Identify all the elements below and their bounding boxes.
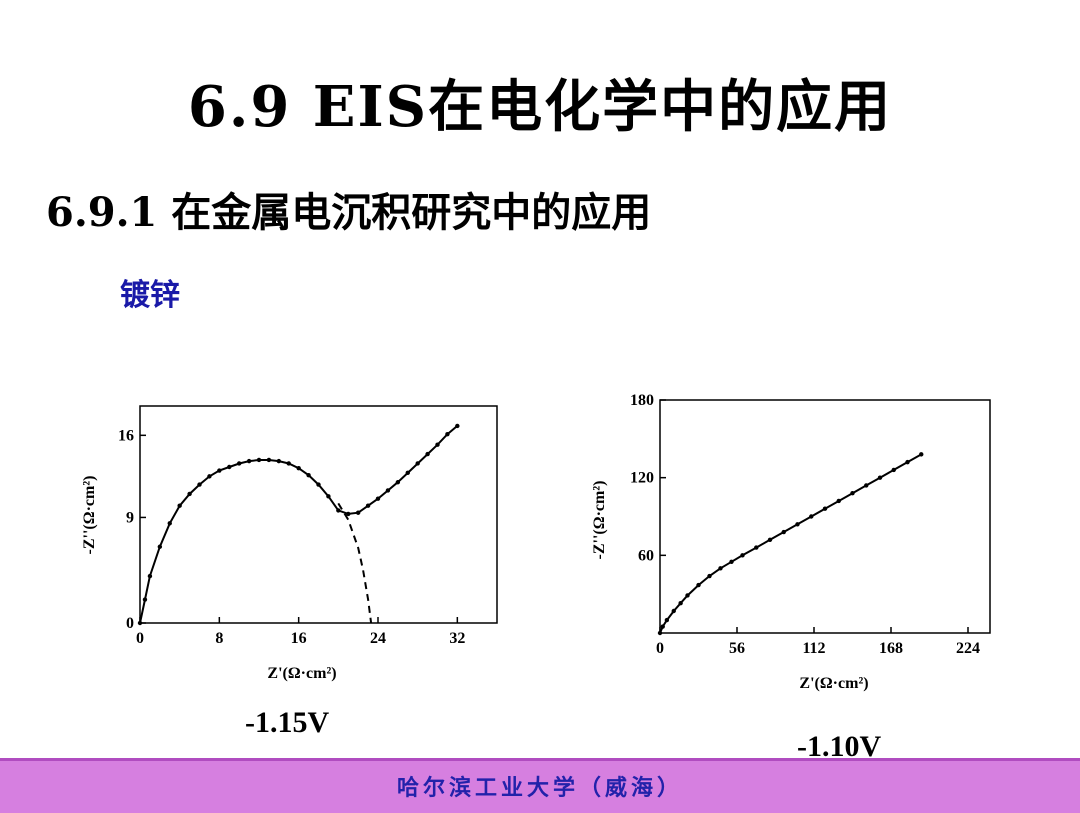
y-tick-label: 16 <box>118 427 134 444</box>
series-line <box>659 453 922 634</box>
data-point <box>365 503 371 508</box>
data-point <box>326 494 331 499</box>
data-point <box>137 620 143 626</box>
data-point <box>754 545 759 550</box>
x-tick-label: 112 <box>802 640 825 657</box>
x-tick-label: 8 <box>215 630 223 647</box>
y-tick-label: 60 <box>638 547 654 564</box>
chart2-series <box>657 452 924 636</box>
x-tick-label: 168 <box>879 640 903 657</box>
data-point <box>375 496 381 501</box>
data-point <box>385 488 391 493</box>
data-point <box>660 624 665 629</box>
chart1-series <box>137 423 460 626</box>
chart2-caption: -1.10V <box>797 730 882 763</box>
data-point <box>227 464 232 470</box>
chart1-ticks: 0 8 16 24 32 0 9 16 <box>118 427 465 647</box>
data-point <box>809 514 814 519</box>
y-tick-label: 180 <box>630 392 654 409</box>
data-point <box>905 459 910 465</box>
data-point <box>767 537 773 542</box>
data-point <box>157 544 163 549</box>
chart2-xlabel: Z'(Ω·cm²) <box>799 675 868 692</box>
data-point <box>286 461 291 466</box>
data-point <box>718 566 723 571</box>
data-point <box>864 483 869 488</box>
data-point <box>696 582 701 588</box>
y-tick-label: 120 <box>630 470 654 487</box>
data-point <box>836 498 841 504</box>
data-point <box>142 597 148 602</box>
data-point <box>147 573 153 579</box>
data-point <box>266 457 272 463</box>
chart1-xlabel: Z'(Ω·cm²) <box>267 665 336 682</box>
data-point <box>346 511 351 517</box>
nyquist-chart-1: 0 8 16 24 32 0 9 16 -Z''(Ω·cm²) Z'(Ω·cm²) <box>81 405 498 682</box>
x-tick-label: 0 <box>136 630 144 647</box>
x-tick-label: 56 <box>729 640 745 657</box>
data-point <box>296 465 301 471</box>
data-point <box>236 461 242 466</box>
data-point <box>316 482 321 487</box>
y-tick-label: 9 <box>126 509 134 526</box>
data-point <box>276 458 282 464</box>
data-point <box>435 442 440 447</box>
data-point <box>455 423 460 429</box>
data-point <box>671 608 676 614</box>
data-point <box>217 468 222 473</box>
data-point <box>306 473 311 478</box>
data-point <box>678 601 683 606</box>
data-point <box>919 452 924 457</box>
slide-title: 6.9 EIS在电化学中的应用 <box>187 74 893 140</box>
chart2-plot-frame <box>659 399 991 634</box>
data-point <box>795 522 800 527</box>
x-tick-label: 16 <box>291 630 307 647</box>
topic-label: 镀锌 <box>120 278 180 313</box>
data-point <box>197 482 202 487</box>
data-point <box>685 593 690 598</box>
data-point <box>729 559 734 565</box>
data-point <box>395 480 401 485</box>
data-point <box>425 451 430 457</box>
footer-bar <box>0 758 1080 813</box>
x-tick-label: 0 <box>656 640 664 657</box>
data-point <box>415 461 420 466</box>
data-point <box>187 491 192 497</box>
data-point <box>877 475 883 480</box>
chart1-ylabel: -Z''(Ω·cm²) <box>81 476 98 555</box>
series-line-dashed <box>337 502 373 624</box>
data-point <box>664 617 670 623</box>
data-point <box>207 474 212 479</box>
data-point <box>167 521 172 526</box>
chart2-ylabel: -Z''(Ω·cm²) <box>591 481 608 560</box>
nyquist-chart-2: 0 56 112 168 224 60 120 180 -Z''(Ω·cm²) Z'(Ω·cm… <box>591 392 991 692</box>
chart1-plot-frame <box>139 405 498 624</box>
data-point <box>177 503 182 508</box>
x-tick-label: 224 <box>956 640 980 657</box>
series-line <box>139 425 458 624</box>
data-point <box>740 553 745 558</box>
data-point <box>657 630 663 636</box>
data-point <box>891 467 896 473</box>
data-point <box>246 458 252 464</box>
y-tick-label: 0 <box>126 615 134 632</box>
chart2-ticks: 0 56 112 168 224 60 120 180 <box>630 392 980 657</box>
data-point <box>850 491 855 496</box>
section-subtitle: 6.9.1 在金属电沉积研究中的应用 <box>46 189 652 236</box>
data-point <box>445 431 450 437</box>
data-point <box>336 508 341 513</box>
data-point <box>822 506 828 511</box>
chart1-caption: -1.15V <box>245 706 330 739</box>
data-point <box>707 573 712 579</box>
x-tick-label: 24 <box>370 630 386 647</box>
data-point <box>781 529 786 535</box>
data-point <box>256 457 262 463</box>
x-tick-label: 32 <box>449 630 465 647</box>
footer-text: 哈尔滨工业大学（威海） <box>396 775 683 801</box>
data-point <box>355 510 361 515</box>
data-point <box>405 470 410 476</box>
